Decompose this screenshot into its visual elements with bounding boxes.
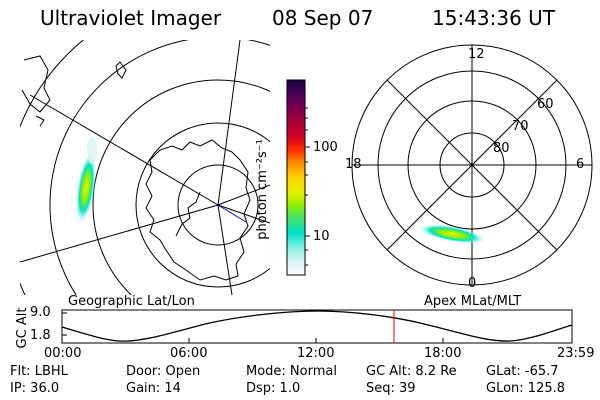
magnetic-panel-label: Apex MLat/MLT [424,294,522,309]
mag-aurora [418,224,486,244]
timeline-ticks [61,312,573,343]
coastline-fragment [115,61,127,79]
status-door: Door: Open [126,364,201,379]
coastline-fragment [35,115,45,127]
peninsula-coastline [175,191,201,237]
geo-lat-circle [135,122,270,288]
timeline-x-tick-0000: 00:00 [44,346,82,361]
sun-direction-line [217,204,247,223]
colorbar-tick-label-100: 100 [313,140,338,155]
mag-diagonal [386,79,558,251]
mlat-label-70: 70 [512,119,529,134]
status-gain: Gain: 14 [126,381,181,396]
colorbar [286,79,306,276]
timeline-x-tick-2359: 23:59 [557,346,595,361]
timeline-y-tick-min: 1.8 [30,328,51,343]
geo-aurora [75,152,97,224]
mlt-label-18: 18 [345,157,362,172]
timeline-frame [61,309,573,344]
coastline-fragment [21,55,51,113]
geo-meridian [29,94,219,206]
status-glon: GLon: 125.8 [486,381,566,396]
status-filter: Flt: LBHL [10,364,68,379]
status-ip: IP: 36.0 [10,381,60,396]
colorbar-ticks [305,107,310,266]
mlat-label-80: 80 [493,141,510,156]
observation-time: 15:43:36 UT [432,6,556,30]
geo-lat-circle [177,164,259,246]
instrument-title: Ultraviolet Imager [40,6,222,30]
mlt-label-6: 6 [576,157,585,172]
geo-lat-circle [92,79,270,295]
geo-meridian [217,184,270,206]
colorbar-tick-label-10: 10 [313,229,330,244]
timeline-y-tick-max: 9.0 [30,305,51,320]
colorbar-unit-label: photon cm⁻²s⁻¹ [254,139,270,240]
mlt-label-12: 12 [468,47,485,62]
geo-aurora-faint [87,136,97,164]
orbit-altitude-curve [61,310,573,342]
antarctica-coastline [145,139,251,281]
geo-grid [20,40,270,295]
geo-lat-circle [20,40,85,295]
mlt-label-0: 0 [468,276,477,291]
timeline-x-tick-1200: 12:00 [297,346,335,361]
timeline-y-axis-label: GC Alt [15,307,30,349]
timeline-x-tick-1800: 18:00 [424,346,462,361]
geo-meridian [217,40,241,206]
geographic-panel-label: Geographic Lat/Lon [68,294,195,309]
status-seq: Seq: 39 [366,381,416,396]
geo-meridian [20,204,219,263]
geo-meridian [217,204,233,295]
status-gc-alt: GC Alt: 8.2 Re [366,364,457,379]
status-dsp: Dsp: 1.0 [246,381,301,396]
mag-grid [351,44,593,286]
geo-lat-circle [49,40,270,295]
status-mode: Mode: Normal [246,364,337,379]
mlat-label-60: 60 [537,97,554,112]
status-glat: GLat: -65.7 [486,364,559,379]
timeline-x-tick-0600: 06:00 [170,346,208,361]
observation-date: 08 Sep 07 [272,6,374,30]
